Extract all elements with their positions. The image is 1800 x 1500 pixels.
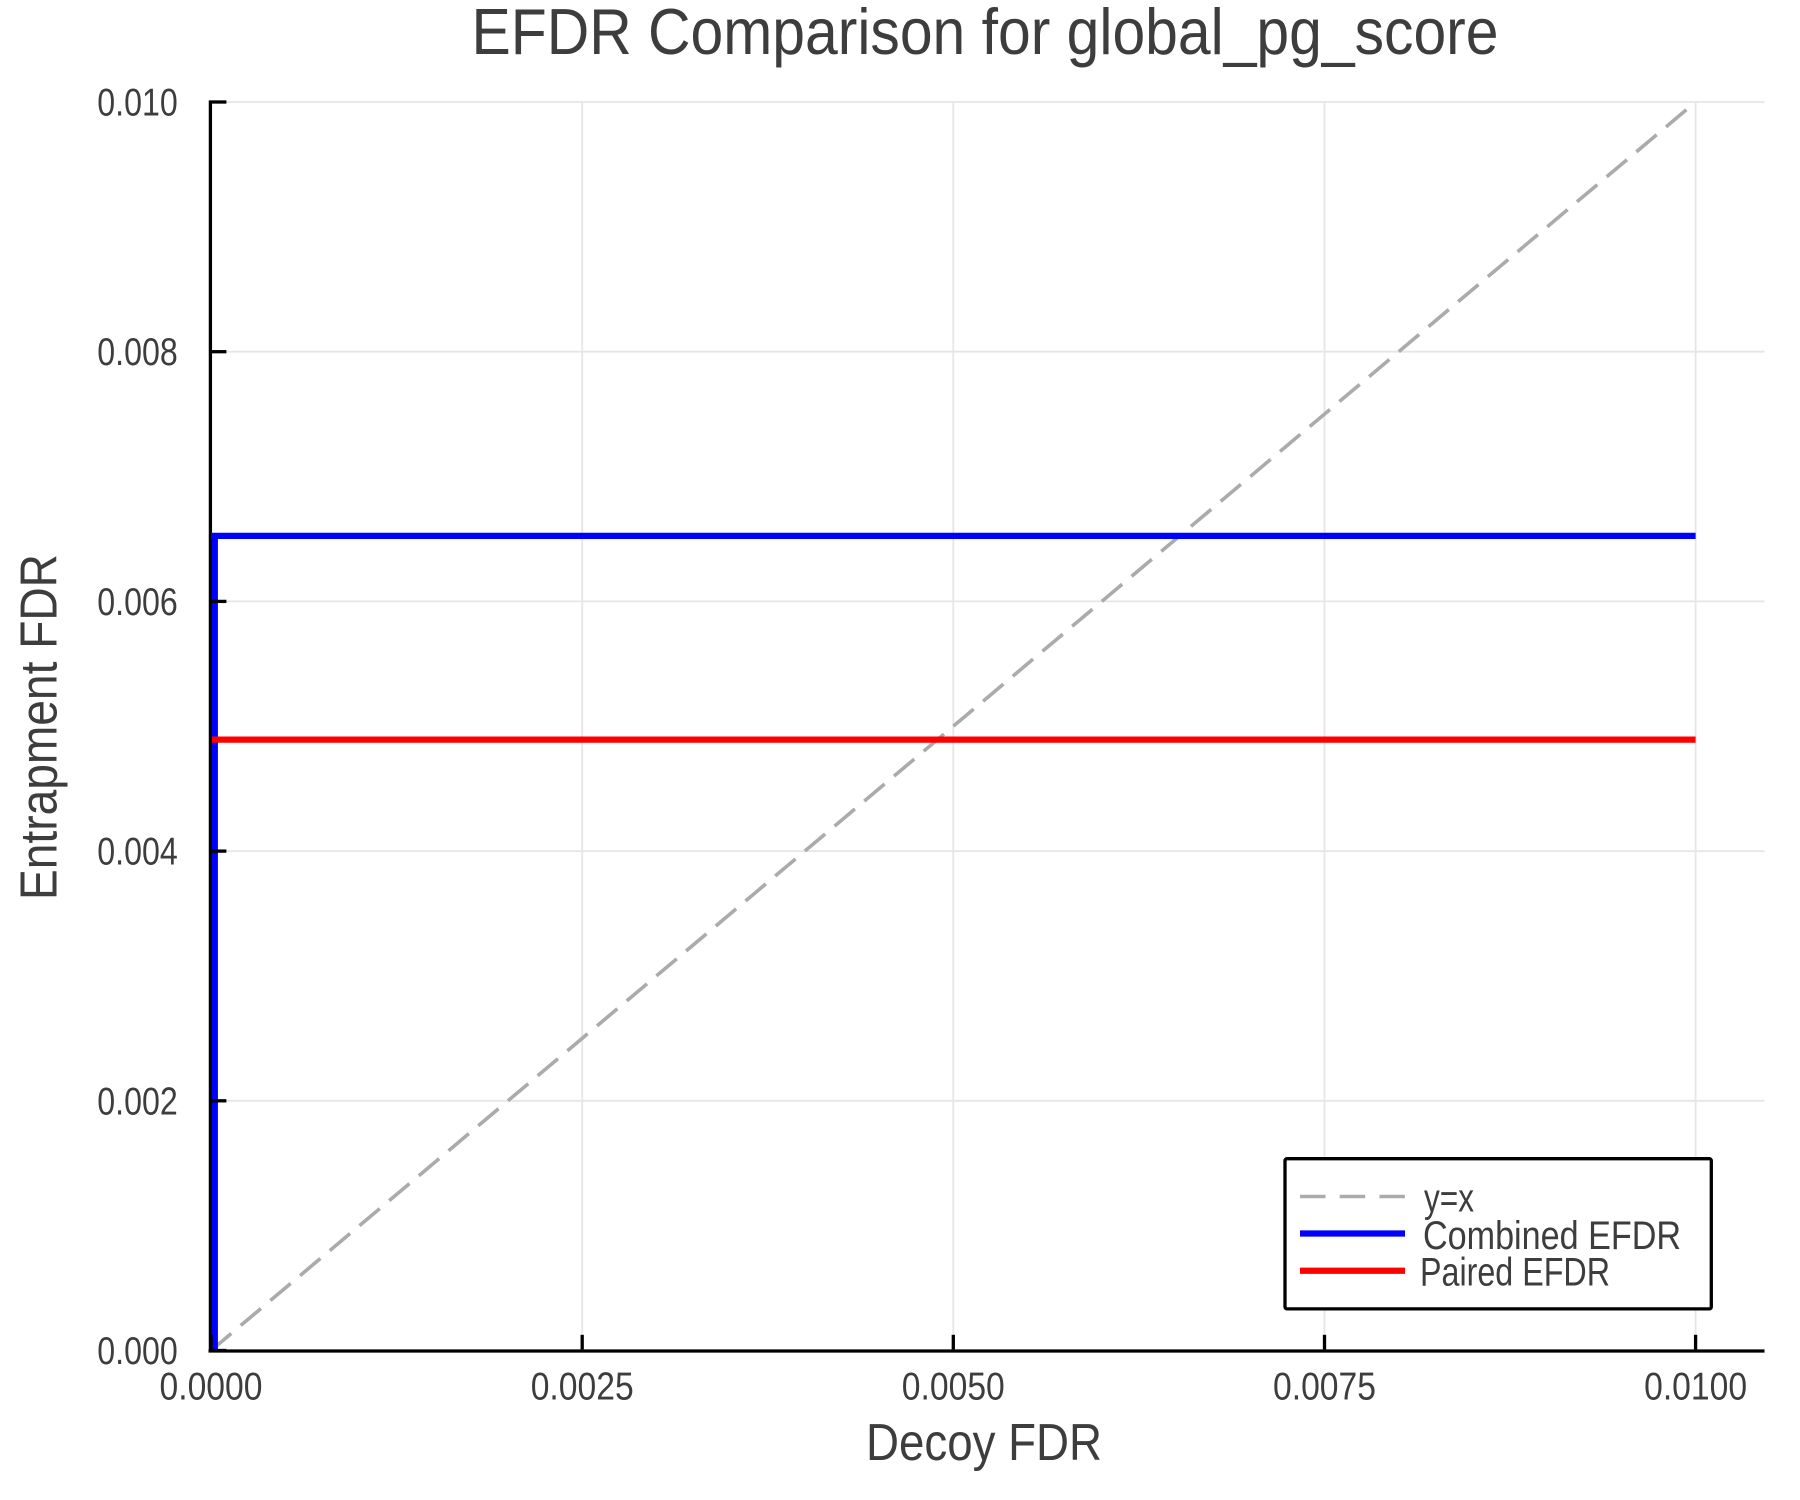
svg-text:Entrapment FDR: Entrapment FDR bbox=[10, 554, 68, 900]
svg-text:0.000: 0.000 bbox=[97, 1330, 178, 1373]
svg-text:Paired EFDR: Paired EFDR bbox=[1420, 1251, 1610, 1295]
svg-text:0.002: 0.002 bbox=[97, 1080, 178, 1123]
svg-text:0.0050: 0.0050 bbox=[902, 1366, 1005, 1409]
svg-text:Decoy FDR: Decoy FDR bbox=[866, 1414, 1102, 1472]
svg-text:0.004: 0.004 bbox=[97, 831, 178, 874]
svg-text:0.0075: 0.0075 bbox=[1273, 1366, 1376, 1409]
svg-text:0.010: 0.010 bbox=[97, 82, 178, 125]
svg-text:EFDR Comparison for global_pg_: EFDR Comparison for global_pg_score bbox=[472, 0, 1499, 68]
svg-text:Combined EFDR: Combined EFDR bbox=[1423, 1214, 1681, 1258]
svg-text:0.0100: 0.0100 bbox=[1644, 1366, 1747, 1409]
svg-text:0.006: 0.006 bbox=[97, 581, 178, 624]
svg-text:y=x: y=x bbox=[1424, 1177, 1474, 1221]
svg-text:0.008: 0.008 bbox=[97, 331, 178, 374]
svg-text:0.0025: 0.0025 bbox=[531, 1366, 634, 1409]
svg-text:0.0000: 0.0000 bbox=[160, 1366, 263, 1409]
